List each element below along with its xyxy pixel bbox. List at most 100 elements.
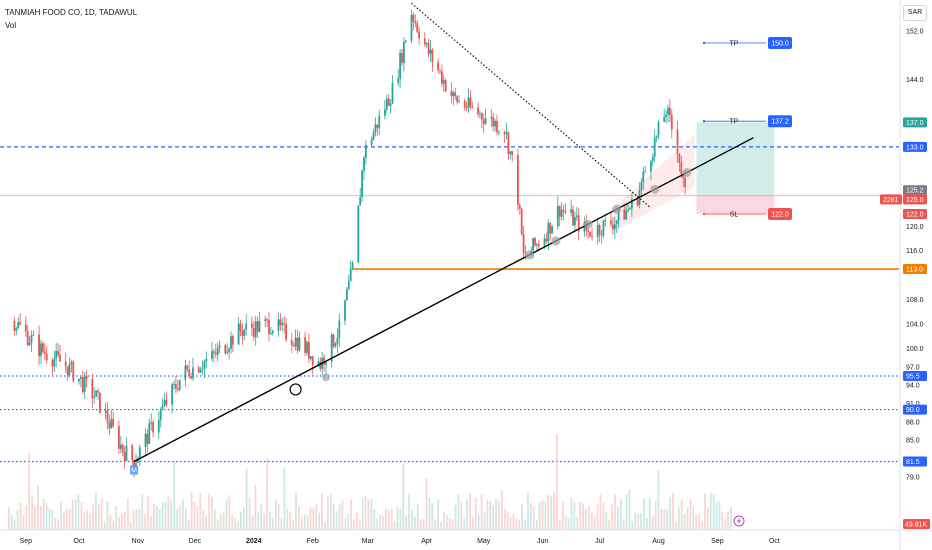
volume-bar xyxy=(573,501,576,530)
volume-bar xyxy=(144,513,147,530)
candle-body xyxy=(669,107,671,116)
candle-body xyxy=(80,377,82,379)
volume-bar xyxy=(283,467,286,530)
candle-body xyxy=(509,151,512,155)
volume-bar xyxy=(240,511,242,530)
candle-body xyxy=(91,379,94,399)
candle-body xyxy=(482,119,485,124)
volume-bar xyxy=(74,499,77,530)
volume-bar xyxy=(54,517,57,530)
candle-body xyxy=(254,321,257,337)
candle-body xyxy=(378,115,381,129)
volume-bar xyxy=(663,508,666,530)
volume-bar xyxy=(602,502,605,530)
volume-bar xyxy=(303,514,306,530)
candle-body xyxy=(239,323,242,331)
candle-body xyxy=(560,209,563,217)
volume-bar xyxy=(161,502,164,530)
volume-bar xyxy=(715,501,718,530)
volume-bar xyxy=(399,509,402,530)
candle-body xyxy=(232,336,234,345)
volume-bar xyxy=(518,519,521,530)
volume-bar xyxy=(509,517,512,530)
volume-bar xyxy=(289,511,292,530)
candle-body xyxy=(43,351,46,354)
candle-body xyxy=(243,329,246,336)
candle-body xyxy=(138,447,141,459)
volume-bar xyxy=(570,497,573,530)
volume-bar xyxy=(544,502,547,530)
volume-bar xyxy=(721,511,724,530)
volume-bar xyxy=(451,519,454,530)
price-tag-box-4 xyxy=(903,209,927,220)
volume-bar xyxy=(605,511,608,530)
volume-bar xyxy=(269,511,271,530)
volume-bar xyxy=(501,490,503,530)
candle-body xyxy=(106,410,109,423)
volume-tag-box xyxy=(903,519,930,529)
candle-body xyxy=(245,323,248,330)
volume-bar xyxy=(60,501,62,530)
volume-bar xyxy=(718,501,721,530)
currency-button[interactable]: SAR xyxy=(903,5,927,21)
volume-bar xyxy=(431,502,434,530)
candle-body xyxy=(492,116,495,127)
candle-body xyxy=(676,129,679,155)
volume-bar xyxy=(141,494,144,530)
volume-bar xyxy=(579,501,582,530)
volume-bar xyxy=(402,463,405,530)
candle-body xyxy=(319,361,322,369)
candle-body xyxy=(334,343,337,347)
volume-indicator-label[interactable]: Vol xyxy=(5,21,17,30)
volume-bar xyxy=(646,517,648,530)
candle-body xyxy=(596,225,599,238)
candle-body xyxy=(467,97,470,109)
candle-body xyxy=(108,422,111,429)
candle-body xyxy=(374,124,377,133)
candle-body xyxy=(298,337,301,351)
candle-body xyxy=(144,433,147,448)
volume-bar xyxy=(199,493,202,530)
volume-bar xyxy=(553,492,555,530)
candle-body xyxy=(484,118,487,124)
pivot-marker-label: M xyxy=(131,468,137,475)
candle-body xyxy=(615,220,618,225)
candle-body xyxy=(427,43,430,54)
candle-body xyxy=(228,348,230,352)
volume-bar xyxy=(251,515,254,530)
candle-body xyxy=(24,324,27,332)
volume-bar xyxy=(324,521,326,530)
y-tick-16: 94.0 xyxy=(906,383,920,390)
candle-body xyxy=(469,97,472,107)
volume-tag: 49.81K xyxy=(905,522,928,529)
volume-bar xyxy=(266,458,268,530)
touch-marker-feb xyxy=(322,373,330,382)
volume-bar xyxy=(329,494,332,530)
candle-body xyxy=(42,343,44,352)
x-tick-0: Sep xyxy=(20,538,33,545)
candle-body xyxy=(55,350,58,359)
volume-bar xyxy=(521,504,524,530)
candle-body xyxy=(682,173,685,179)
candle-body xyxy=(536,244,538,246)
annotation-label-0: TP xyxy=(730,40,739,47)
candle-body xyxy=(214,352,217,355)
candle-body xyxy=(197,367,200,373)
volume-bar xyxy=(527,493,529,530)
y-tick-17: 91.0 xyxy=(906,401,920,408)
candle-body xyxy=(125,445,128,461)
price-tag-7: 90.0 xyxy=(906,407,920,414)
candle-body xyxy=(173,384,175,386)
volume-bar xyxy=(234,518,236,530)
volume-bar xyxy=(138,508,141,530)
volume-bar xyxy=(344,518,347,530)
volume-bar xyxy=(271,518,274,530)
candle-body xyxy=(152,422,154,433)
candle-body xyxy=(589,231,591,237)
volume-bar xyxy=(187,520,190,530)
volume-bar xyxy=(434,519,437,530)
candle-body xyxy=(543,238,546,247)
volume-bar xyxy=(121,513,123,530)
volume-bar xyxy=(567,518,570,530)
